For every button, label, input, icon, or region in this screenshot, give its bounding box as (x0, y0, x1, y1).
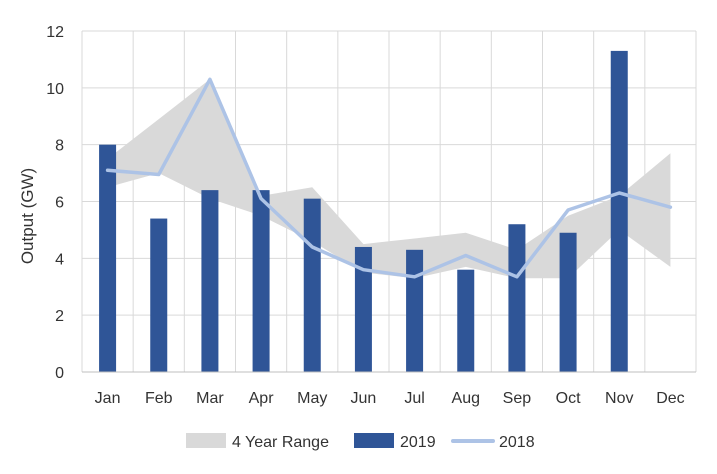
x-tick-label: Jun (351, 390, 377, 407)
range-area-layer (107, 79, 671, 279)
y-tick-label: 12 (46, 24, 64, 41)
legend-label-2019: 2019 (400, 434, 436, 451)
x-tick-label: Aug (452, 390, 480, 407)
x-tick-label: Sep (503, 390, 532, 407)
y-tick-label: 0 (55, 365, 64, 382)
bar (457, 269, 475, 372)
y-tick-label: 4 (55, 251, 64, 268)
x-tick-label: Feb (145, 390, 173, 407)
bar (610, 50, 628, 373)
x-tick-label: Oct (556, 390, 581, 407)
bar (354, 246, 372, 372)
y-tick-label: 8 (55, 138, 64, 155)
bar (303, 198, 321, 372)
y-tick-label: 6 (55, 195, 64, 212)
x-tick-label: Apr (249, 390, 275, 407)
range-area (107, 79, 671, 279)
y-tick-labels: 0 2 4 6 8 10 12 (46, 24, 64, 382)
bar (508, 224, 526, 372)
bar (252, 190, 270, 372)
x-tick-label: Jul (404, 390, 424, 407)
bar (559, 232, 577, 372)
legend-item-range: 4 Year Range (186, 433, 329, 451)
bar (99, 144, 117, 372)
bar (150, 218, 168, 372)
legend-swatch-2019 (354, 433, 394, 448)
legend-swatch-range (186, 433, 226, 448)
legend: 4 Year Range 2019 2018 (186, 433, 535, 451)
x-tick-labels: Jan Feb Mar Apr May Jun Jul Aug Sep Oct Nov Dec (95, 390, 685, 407)
x-tick-label: Dec (656, 390, 684, 407)
line-series (105, 77, 673, 279)
x-tick-label: Mar (196, 390, 224, 407)
x-tick-label: Jan (95, 390, 121, 407)
legend-item-2019: 2019 (354, 433, 436, 451)
line-layer (105, 77, 673, 279)
y-tick-label: 10 (46, 81, 64, 98)
bars-layer (99, 50, 628, 373)
legend-label-range: 4 Year Range (232, 434, 329, 451)
x-tick-label: May (297, 390, 327, 407)
y-axis-label: Output (GW) (18, 168, 37, 264)
legend-item-2018: 2018 (451, 434, 535, 451)
legend-label-2018: 2018 (499, 434, 535, 451)
x-tick-label: Nov (605, 390, 633, 407)
bar (406, 249, 424, 372)
y-tick-label: 2 (55, 308, 64, 325)
bar (201, 190, 219, 372)
